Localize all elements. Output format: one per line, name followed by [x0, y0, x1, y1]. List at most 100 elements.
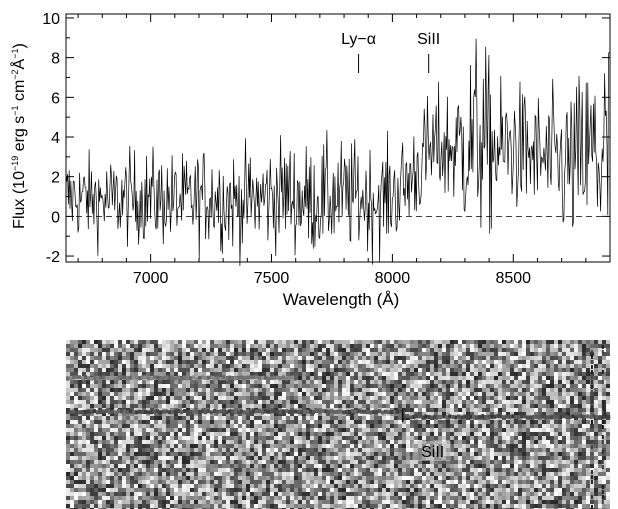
noise-pixel	[74, 356, 78, 360]
noise-pixel	[514, 388, 518, 392]
noise-pixel	[126, 348, 130, 352]
noise-pixel	[350, 388, 354, 392]
noise-pixel	[130, 464, 134, 468]
noise-pixel	[94, 380, 98, 384]
noise-pixel	[486, 344, 490, 348]
noise-pixel	[466, 476, 470, 480]
noise-pixel	[402, 476, 406, 480]
noise-pixel	[310, 380, 314, 384]
noise-pixel	[302, 448, 306, 452]
noise-pixel	[122, 424, 126, 428]
noise-pixel	[378, 412, 382, 416]
noise-pixel	[478, 376, 482, 380]
noise-pixel	[82, 448, 86, 452]
noise-pixel	[302, 356, 306, 360]
noise-pixel	[582, 340, 586, 344]
noise-pixel	[222, 460, 226, 464]
noise-pixel	[158, 472, 162, 476]
noise-pixel	[574, 476, 578, 480]
noise-pixel	[182, 352, 186, 356]
noise-pixel	[178, 384, 182, 388]
noise-pixel	[554, 476, 558, 480]
noise-pixel	[262, 356, 266, 360]
noise-pixel	[266, 424, 270, 428]
noise-pixel	[586, 420, 590, 424]
noise-pixel	[386, 344, 390, 348]
noise-pixel	[410, 360, 414, 364]
noise-pixel	[134, 364, 138, 368]
noise-pixel	[450, 452, 454, 456]
noise-pixel	[498, 380, 502, 384]
noise-pixel	[454, 408, 458, 412]
noise-pixel	[230, 460, 234, 464]
noise-pixel	[426, 352, 430, 356]
noise-pixel	[422, 404, 426, 408]
noise-pixel	[562, 428, 566, 432]
noise-pixel	[122, 440, 126, 444]
noise-pixel	[114, 472, 118, 476]
noise-pixel	[538, 380, 542, 384]
noise-pixel	[122, 476, 126, 480]
noise-pixel	[194, 348, 198, 352]
noise-pixel	[74, 392, 78, 396]
noise-pixel	[190, 444, 194, 448]
noise-pixel	[518, 352, 522, 356]
noise-pixel	[446, 428, 450, 432]
noise-pixel	[470, 400, 474, 404]
noise-pixel	[546, 408, 550, 412]
noise-pixel	[586, 352, 590, 356]
noise-pixel	[250, 468, 254, 472]
noise-pixel	[594, 420, 598, 424]
noise-pixel	[326, 464, 330, 468]
noise-pixel	[450, 460, 454, 464]
noise-pixel	[202, 480, 206, 484]
noise-pixel	[494, 372, 498, 376]
noise-pixel	[502, 412, 506, 416]
noise-pixel	[430, 344, 434, 348]
noise-pixel	[338, 380, 342, 384]
noise-pixel	[386, 408, 390, 412]
noise-pixel	[390, 356, 394, 360]
noise-pixel	[558, 400, 562, 404]
noise-pixel	[110, 460, 114, 464]
noise-pixel	[526, 412, 530, 416]
noise-pixel	[254, 396, 258, 400]
noise-pixel	[338, 472, 342, 476]
noise-pixel	[190, 416, 194, 420]
noise-pixel	[394, 464, 398, 468]
noise-pixel	[502, 448, 506, 452]
noise-pixel	[566, 464, 570, 468]
noise-pixel	[550, 460, 554, 464]
noise-pixel	[534, 396, 538, 400]
noise-pixel	[158, 480, 162, 484]
noise-pixel	[566, 476, 570, 480]
noise-pixel	[358, 448, 362, 452]
noise-pixel	[206, 416, 210, 420]
noise-pixel	[366, 472, 370, 476]
noise-pixel	[106, 460, 110, 464]
noise-pixel	[522, 444, 526, 448]
noise-pixel	[82, 396, 86, 400]
noise-pixel	[174, 444, 178, 448]
noise-pixel	[462, 424, 466, 428]
noise-pixel	[370, 456, 374, 460]
noise-pixel	[194, 464, 198, 468]
noise-pixel	[122, 432, 126, 436]
noise-pixel	[182, 472, 186, 476]
noise-pixel	[82, 420, 86, 424]
noise-pixel	[318, 416, 322, 420]
noise-pixel	[306, 396, 310, 400]
noise-pixel	[354, 464, 358, 468]
noise-pixel	[566, 440, 570, 444]
noise-pixel	[178, 460, 182, 464]
noise-pixel	[98, 356, 102, 360]
noise-pixel	[338, 344, 342, 348]
noise-pixel	[350, 404, 354, 408]
noise-pixel	[122, 380, 126, 384]
noise-pixel	[70, 460, 74, 464]
noise-pixel	[150, 456, 154, 460]
noise-pixel	[282, 368, 286, 372]
noise-pixel	[374, 464, 378, 468]
noise-pixel	[246, 480, 250, 484]
noise-pixel	[118, 480, 122, 484]
